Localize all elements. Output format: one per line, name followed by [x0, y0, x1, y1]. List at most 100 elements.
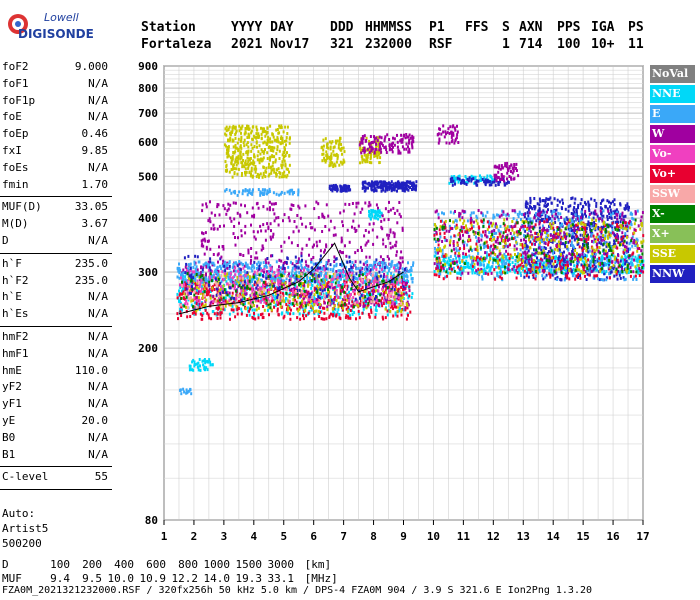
echo-point-nne: [277, 276, 280, 280]
echo-point-sse: [319, 286, 321, 290]
echo-point-w: [191, 281, 194, 285]
echo-point-nne: [511, 261, 514, 265]
echo-point-w: [245, 292, 248, 296]
echo-point-e: [250, 280, 253, 284]
echo-point-sse: [261, 150, 264, 154]
echo-point-e: [269, 264, 272, 268]
echo-point-nne: [534, 254, 537, 258]
echo-point-w: [204, 239, 207, 243]
echo-point-w: [315, 200, 318, 204]
echo-point-w: [313, 207, 316, 211]
echo-point-sse: [263, 128, 265, 132]
echo-point-nne: [635, 267, 638, 271]
echo-point-vo-: [342, 270, 345, 274]
echo-point-e: [305, 280, 308, 284]
echo-point-ssw: [193, 289, 196, 293]
echo-point-e: [254, 273, 257, 277]
param-label: D: [2, 234, 9, 247]
param-value: N/A: [88, 93, 108, 107]
echo-point-vo-: [225, 300, 228, 304]
echo-point-w: [202, 232, 205, 236]
echo-point-w: [389, 230, 392, 234]
echo-point-ssw: [190, 296, 192, 300]
echo-point-w: [399, 294, 402, 298]
echo-point-nne: [402, 308, 405, 312]
echo-point-vo-: [189, 284, 192, 288]
echo-point-e: [285, 277, 288, 281]
echo-point-sse: [232, 139, 235, 143]
echo-point-nnw: [190, 275, 193, 279]
echo-point-sse: [332, 163, 335, 167]
echo-point-nnw: [407, 180, 410, 184]
echo-point-nnw: [405, 180, 408, 184]
echo-point-nnw: [329, 263, 332, 267]
echo-point-sse: [396, 309, 399, 313]
echo-point-vo-: [335, 313, 338, 317]
echo-point-nne: [349, 313, 351, 317]
echo-point-vo-: [319, 310, 321, 314]
param-value: N/A: [88, 346, 108, 360]
echo-point-w: [411, 144, 414, 148]
echo-point-e: [232, 190, 235, 194]
echo-point-nne: [289, 292, 292, 296]
echo-point-sse: [342, 158, 345, 162]
echo-point-vo-: [291, 289, 294, 293]
echo-point-w: [225, 212, 228, 216]
echo-point-e: [339, 269, 341, 273]
echo-point-nne: [456, 263, 459, 267]
x-tick-label: 9: [400, 530, 407, 543]
echo-point-nnw: [319, 254, 322, 258]
echo-point-w: [366, 147, 369, 151]
echo-point-w: [346, 228, 349, 232]
echo-point-nne: [519, 271, 522, 275]
echo-point-e: [366, 269, 369, 273]
echo-point-nnw: [219, 257, 222, 261]
echo-point-nnw: [593, 266, 596, 270]
echo-point-vo-: [234, 315, 237, 319]
echo-point-sse: [266, 141, 269, 145]
echo-point-vo-: [261, 316, 264, 320]
echo-point-sse: [234, 133, 237, 136]
echo-point-e: [390, 263, 393, 267]
echo-point-x-: [361, 273, 364, 277]
echo-point-vo-: [273, 270, 276, 274]
echo-point-w: [368, 150, 371, 154]
echo-point-e: [325, 271, 327, 275]
echo-point-sse: [335, 160, 338, 164]
echo-point-nne: [496, 271, 499, 275]
echo-point-x-: [378, 299, 381, 303]
echo-point-vo-: [361, 311, 364, 315]
echo-point-e: [249, 191, 252, 195]
echo-point-e: [183, 390, 186, 394]
echo-point-sse: [244, 173, 247, 177]
echo-point-nnw: [366, 182, 369, 186]
echo-point-vo-: [200, 289, 202, 293]
param-value: 110.0: [74, 363, 108, 377]
echo-point-w: [243, 293, 246, 297]
echo-point-nne: [197, 365, 200, 369]
echo-point-vo-: [293, 304, 296, 307]
echo-point-vo-: [299, 317, 302, 321]
echo-point-sse: [237, 161, 240, 165]
echo-point-nnw: [355, 272, 358, 276]
echo-point-nnw: [624, 260, 627, 264]
echo-point-w: [209, 301, 212, 305]
echo-point-e: [185, 388, 188, 392]
echo-point-nnw: [390, 279, 393, 283]
echo-point-sse: [379, 150, 381, 154]
echo-point-nnw: [187, 254, 190, 258]
echo-point-w: [378, 142, 381, 146]
echo-point-w: [301, 305, 304, 309]
echo-point-vo-: [246, 298, 249, 301]
echo-point-vo-: [373, 266, 376, 270]
echo-point-e: [382, 261, 385, 265]
echo-point-w: [254, 237, 257, 241]
echo-point-vo-: [207, 313, 210, 317]
echo-point-w: [364, 201, 367, 205]
echo-point-nne: [394, 313, 397, 317]
echo-point-sse: [310, 299, 312, 303]
echo-point-e: [295, 260, 298, 263]
echo-point-nne: [581, 259, 584, 263]
echo-point-nne: [596, 257, 599, 261]
echo-point-e: [228, 188, 231, 192]
